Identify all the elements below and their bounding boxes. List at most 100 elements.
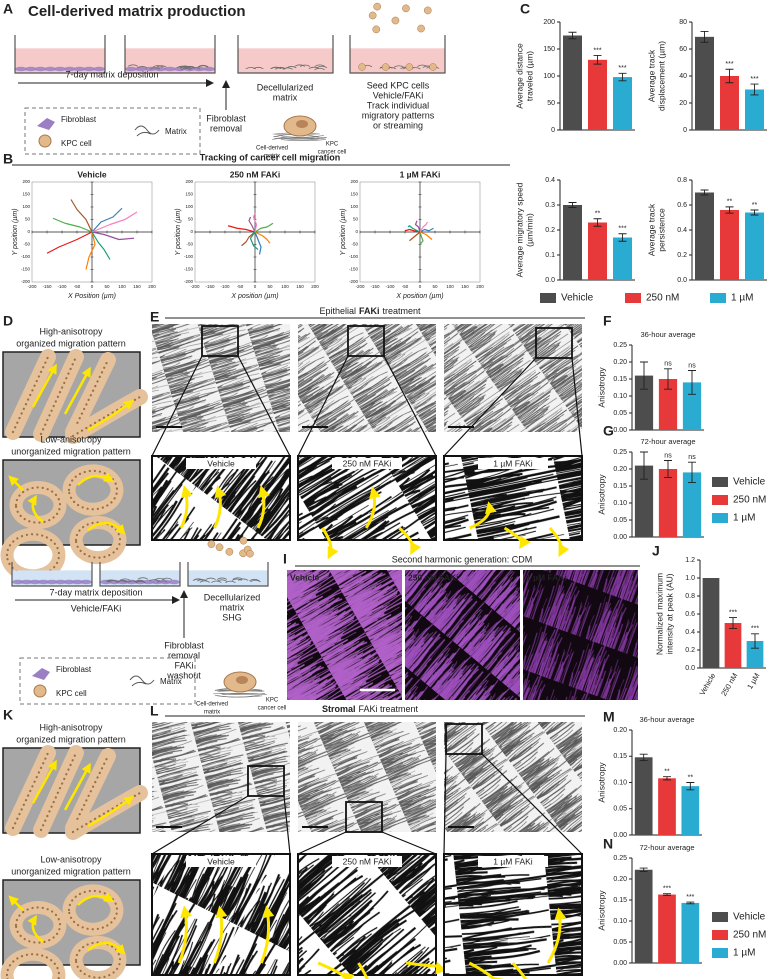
matrix-fiber: [281, 137, 327, 139]
zoom-box: [347, 325, 385, 357]
x-tick-label: -150: [42, 284, 52, 289]
x-tick-label: -100: [57, 284, 67, 289]
error-bar: [568, 31, 577, 40]
y-tick-label: 0.2: [545, 227, 555, 234]
yellow-arrow: [8, 475, 24, 491]
kpc-cell: [358, 63, 366, 71]
track: [248, 216, 256, 233]
x-axis-label: X position (µm): [395, 293, 443, 300]
y-tick-label: 0.10: [613, 918, 627, 925]
fibroblast: [173, 66, 186, 72]
panel-title: Stromal FAKi treatment: [322, 704, 419, 714]
x-tick-label: -50: [402, 284, 409, 289]
matrix-fiber: [127, 64, 139, 67]
yellow-arrow: [364, 486, 381, 529]
yellow-arrow: [87, 521, 126, 535]
track: [407, 225, 421, 233]
bar: [613, 77, 632, 130]
track: [419, 221, 429, 233]
error-bar: [686, 782, 695, 791]
x-tick-label: 50: [432, 284, 438, 289]
yellow-arrow: [77, 892, 115, 906]
y-tick-label: 1.2: [685, 557, 695, 564]
significance: ns: [688, 454, 696, 461]
label: SHG: [222, 612, 242, 622]
y-tick-label: 0.10: [613, 779, 627, 786]
matrix-fiber: [314, 67, 325, 71]
fibroblast: [125, 66, 137, 72]
fibroblast: [73, 66, 86, 72]
panel-letter: G: [603, 423, 614, 439]
significance: ns: [688, 362, 696, 369]
x-tick-label: -200: [355, 284, 365, 289]
zoom-line: [283, 795, 291, 855]
cell-nuclei: [67, 889, 119, 931]
bar: [634, 465, 654, 537]
x-tick-label: 150: [461, 284, 469, 289]
matrix-icon: [134, 125, 160, 137]
y-tick-label: 0.6: [677, 202, 687, 209]
matrix-fiber: [232, 577, 244, 580]
track: [409, 231, 421, 242]
cell-band: [0, 947, 66, 979]
zoom-box: [201, 325, 239, 357]
track: [85, 231, 96, 270]
bar: [720, 76, 739, 130]
bar: [658, 894, 676, 963]
significance: ***: [750, 76, 758, 83]
label: Matrix: [165, 127, 187, 136]
chart-title: 36-hour average: [639, 715, 694, 724]
y-tick-label: 0.05: [613, 939, 627, 946]
title-part: Epithelial: [319, 306, 356, 316]
label: matrix: [204, 710, 220, 716]
x-axis-label: X position (µm): [230, 293, 278, 300]
y-tick-label: 200: [185, 179, 193, 184]
label-bg: [478, 458, 548, 469]
fibroblast: [168, 579, 180, 585]
error-bar: [663, 776, 671, 781]
y-tick-label: 0.4: [545, 177, 555, 184]
matrix-fiber: [417, 64, 428, 67]
fibroblast: [54, 579, 67, 585]
label: FAKi: [174, 660, 193, 670]
fibroblast: [83, 66, 96, 72]
micrograph: [287, 570, 402, 700]
matrix-fiber: [180, 67, 192, 71]
fibroblast: [164, 66, 176, 72]
y-tick-label: 0.20: [613, 359, 627, 366]
yellow-arrow: [511, 961, 528, 979]
error-bar: [729, 617, 737, 629]
cell-nuclei: [71, 754, 110, 830]
matrix-fiber: [231, 578, 243, 581]
medium: [350, 48, 445, 73]
bar: [588, 222, 607, 280]
y-tick-label: 0.0: [685, 665, 695, 672]
x-tick-label: Vehicle: [698, 671, 718, 696]
image-label: Vehicle: [290, 572, 320, 582]
track: [252, 213, 258, 233]
matrix-fiber: [193, 578, 204, 581]
error-bar: [750, 209, 759, 216]
y-tick-label: -150: [349, 267, 359, 272]
nucleus: [236, 676, 248, 684]
matrix-fiber: [156, 65, 167, 68]
label: Fibroblast: [56, 665, 92, 674]
y-tick-label: 0.15: [613, 753, 627, 760]
well: [349, 35, 446, 74]
y-tick-label: 0.0: [545, 277, 555, 284]
kpc-cell: [215, 543, 224, 552]
legend-swatch: [625, 293, 641, 303]
zoom-micrograph: [443, 853, 583, 976]
y-tick-label: -200: [184, 279, 194, 284]
y-tick-label: 1.0: [685, 575, 695, 582]
bar: [702, 578, 720, 668]
label-bg: [186, 458, 256, 469]
y-tick-label: 60: [679, 46, 687, 53]
y-axis-label: traveled (µm): [524, 51, 534, 101]
legend-swatch: [712, 912, 728, 922]
matrix-fiber: [137, 577, 149, 580]
y-tick-label: 150: [185, 192, 193, 197]
track: [419, 231, 424, 245]
y-tick-label: 50: [25, 217, 31, 222]
panel-title: Second harmonic generation: CDM: [392, 554, 533, 564]
